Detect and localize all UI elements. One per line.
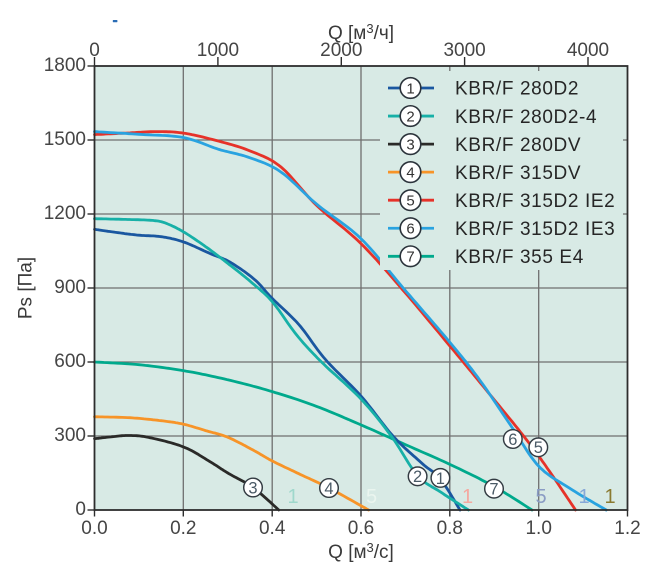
svg-text:1: 1 bbox=[406, 80, 414, 97]
svg-text:Q [м3/ч]: Q [м3/ч] bbox=[328, 21, 394, 44]
svg-text:KBR/F 355 E4: KBR/F 355 E4 bbox=[455, 247, 584, 268]
svg-text:1200: 1200 bbox=[44, 203, 86, 224]
svg-text:2: 2 bbox=[413, 468, 422, 486]
svg-text:0: 0 bbox=[75, 499, 86, 520]
svg-text:7: 7 bbox=[406, 249, 414, 266]
svg-text:5: 5 bbox=[535, 486, 546, 508]
svg-text:1: 1 bbox=[436, 470, 445, 488]
svg-text:KBR/F 280DV: KBR/F 280DV bbox=[455, 135, 581, 156]
svg-text:4: 4 bbox=[324, 480, 333, 498]
svg-text:2000: 2000 bbox=[320, 40, 362, 61]
svg-text:3: 3 bbox=[406, 136, 414, 153]
svg-text:1: 1 bbox=[287, 486, 298, 508]
svg-text:6: 6 bbox=[406, 221, 414, 238]
svg-text:1: 1 bbox=[604, 486, 615, 508]
svg-text:3000: 3000 bbox=[443, 40, 485, 61]
svg-text:0.4: 0.4 bbox=[259, 518, 286, 539]
svg-text:1: 1 bbox=[462, 486, 473, 508]
svg-text:1.0: 1.0 bbox=[525, 518, 551, 539]
svg-text:2: 2 bbox=[406, 108, 414, 125]
svg-text:5: 5 bbox=[534, 439, 543, 457]
svg-text:0.0: 0.0 bbox=[81, 518, 107, 539]
svg-text:7: 7 bbox=[489, 481, 498, 499]
svg-text:600: 600 bbox=[54, 351, 86, 372]
svg-text:KBR/F 280D2-4: KBR/F 280D2-4 bbox=[455, 107, 597, 128]
svg-text:1500: 1500 bbox=[44, 129, 86, 150]
svg-text:KBR/F 315DV: KBR/F 315DV bbox=[455, 163, 581, 184]
svg-text:4: 4 bbox=[406, 164, 414, 181]
svg-text:KBR/F 280D2: KBR/F 280D2 bbox=[455, 79, 579, 100]
svg-text:1.2: 1.2 bbox=[614, 518, 640, 539]
svg-text:0.2: 0.2 bbox=[170, 518, 196, 539]
svg-text:KBR/F 315D2 IE3: KBR/F 315D2 IE3 bbox=[455, 219, 615, 240]
svg-text:0: 0 bbox=[89, 40, 100, 61]
svg-text:1: 1 bbox=[578, 486, 589, 508]
svg-text:900: 900 bbox=[54, 277, 86, 298]
svg-text:0.6: 0.6 bbox=[348, 518, 374, 539]
svg-text:5: 5 bbox=[366, 486, 377, 508]
svg-text:KBR/F 315D2 IE2: KBR/F 315D2 IE2 bbox=[455, 191, 615, 212]
svg-text:Q [м3/с]: Q [м3/с] bbox=[328, 540, 394, 563]
svg-text:4000: 4000 bbox=[567, 40, 609, 61]
svg-text:1000: 1000 bbox=[197, 40, 239, 61]
svg-text:3: 3 bbox=[248, 479, 257, 497]
svg-text:6: 6 bbox=[508, 431, 517, 449]
svg-text:0.8: 0.8 bbox=[437, 518, 463, 539]
svg-text:300: 300 bbox=[54, 425, 86, 446]
svg-text:1800: 1800 bbox=[44, 55, 86, 76]
svg-text:Ps [Па]: Ps [Па] bbox=[16, 257, 37, 319]
svg-text:5: 5 bbox=[406, 193, 414, 210]
